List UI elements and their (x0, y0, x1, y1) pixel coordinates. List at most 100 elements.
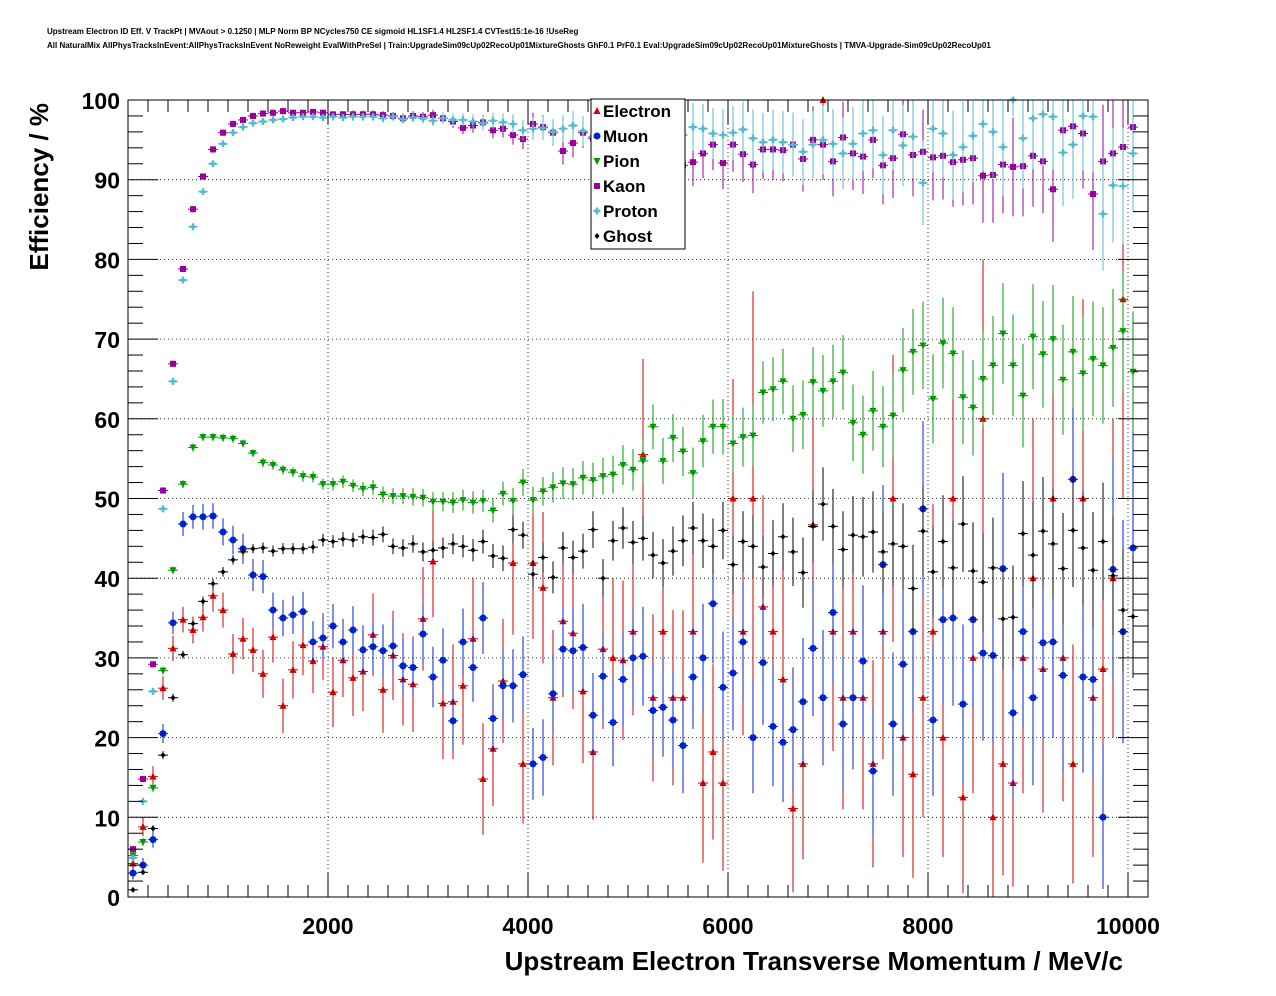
muon-point (429, 673, 437, 681)
proton-point (149, 687, 157, 695)
chart-title-line-1: Upstream Electron ID Eff. V TrackPt | MV… (47, 27, 579, 36)
legend-marker-proton (593, 207, 601, 215)
muon-point (709, 600, 717, 608)
electron-point (889, 494, 897, 502)
electron-point (989, 813, 997, 821)
electron-point (609, 653, 617, 661)
proton-point (349, 113, 357, 121)
ghost-point (1020, 530, 1026, 537)
ghost-point (550, 574, 556, 581)
pion-point (449, 499, 457, 507)
ghost-point (220, 568, 226, 575)
ghost-point (360, 533, 366, 540)
ghost-point (820, 501, 826, 508)
electron-point (179, 615, 187, 623)
ghost-point (260, 544, 266, 551)
ghost-point (400, 544, 406, 551)
pion-point (309, 473, 317, 481)
electron-point (299, 641, 307, 649)
ghost-point (390, 543, 396, 550)
ghost-point (250, 545, 256, 552)
pion-point (949, 350, 957, 358)
legend: Electron Muon Pion Kaon Proton Ghost (590, 98, 686, 250)
legend-marker-ghost (594, 233, 600, 239)
series-pion (128, 271, 1138, 860)
kaon-point (690, 159, 696, 166)
ghost-point (280, 545, 286, 552)
ghost-point (370, 534, 376, 541)
kaon-point (1090, 191, 1096, 198)
ghost-point (740, 538, 746, 545)
legend-marker-kaon (594, 183, 600, 189)
proton-point (1049, 113, 1057, 121)
proton-point (229, 129, 237, 137)
proton-point (779, 138, 787, 146)
electron-point (789, 804, 797, 812)
proton-point (469, 118, 477, 126)
ghost-point (960, 521, 966, 528)
ghost-point (580, 548, 586, 555)
electron-point (279, 701, 287, 709)
muon-point (679, 742, 687, 750)
ghost-point (1050, 540, 1056, 547)
ghost-point (1080, 544, 1086, 551)
ghost-point (140, 869, 146, 876)
pion-point (1069, 348, 1077, 356)
proton-point (759, 138, 767, 146)
pion-point (559, 480, 567, 488)
electron-point (959, 793, 967, 801)
proton-point (359, 113, 367, 121)
proton-point (689, 123, 697, 131)
pion-point (1009, 362, 1017, 370)
proton-point (949, 151, 957, 159)
kaon-point (300, 109, 306, 116)
ghost-point (860, 533, 866, 540)
pion-point (1079, 370, 1087, 378)
muon-point (209, 512, 217, 520)
pion-point (549, 484, 557, 492)
kaon-point (150, 661, 156, 668)
proton-point (169, 377, 177, 385)
pion-point (899, 367, 907, 375)
proton-point (839, 149, 847, 157)
y-tick-label: 80 (94, 247, 120, 273)
proton-point (579, 127, 587, 135)
proton-point (919, 179, 927, 187)
legend-label-muon: Muon (603, 127, 648, 146)
pion-point (409, 493, 417, 501)
muon-point (849, 694, 857, 702)
proton-point (999, 143, 1007, 151)
pion-point (979, 375, 987, 383)
electron-point (269, 633, 277, 641)
muon-point (189, 513, 197, 521)
electron-point (939, 733, 947, 741)
proton-point (459, 116, 467, 124)
pion-point (489, 507, 497, 515)
pion-point (879, 423, 887, 431)
ghost-point (940, 538, 946, 545)
kaon-point (260, 110, 266, 117)
muon-point (649, 707, 657, 715)
y-tick-label: 20 (94, 726, 120, 752)
pion-point (589, 477, 597, 485)
muon-point (809, 644, 817, 652)
electron-point (229, 649, 237, 657)
pion-point (339, 478, 347, 486)
muon-point (469, 663, 477, 671)
pion-point (359, 485, 367, 493)
kaon-point (190, 206, 196, 213)
proton-point (419, 114, 427, 122)
pion-point (689, 469, 697, 477)
kaon-point (980, 172, 986, 179)
electron-point (249, 645, 257, 653)
muon-point (979, 649, 987, 657)
pion-point (659, 458, 667, 466)
muon-point (229, 536, 237, 544)
proton-point (159, 505, 167, 513)
pion-point (249, 450, 257, 458)
legend-marker-pion (593, 158, 601, 165)
proton-point (699, 125, 707, 133)
x-tick-label: 10000 (1096, 913, 1160, 939)
proton-point (1089, 113, 1097, 121)
